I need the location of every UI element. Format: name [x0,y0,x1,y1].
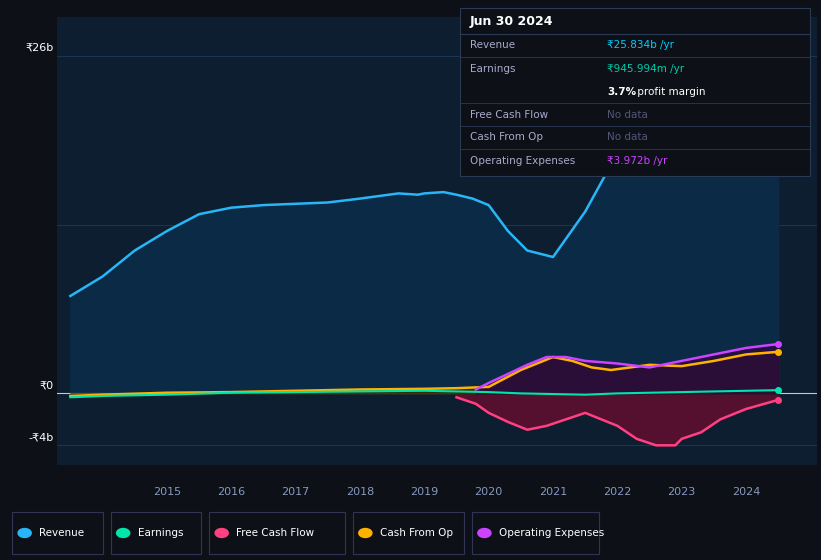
Text: 2021: 2021 [539,487,567,497]
Text: 2023: 2023 [667,487,696,497]
Text: ₹945.994m /yr: ₹945.994m /yr [607,63,684,73]
Text: 2019: 2019 [410,487,438,497]
Text: Operating Expenses: Operating Expenses [499,528,604,538]
Text: 2022: 2022 [603,487,631,497]
Text: Revenue: Revenue [470,40,515,50]
Text: 2017: 2017 [282,487,310,497]
Text: No data: No data [607,133,648,142]
Text: No data: No data [607,110,648,119]
Text: Free Cash Flow: Free Cash Flow [236,528,314,538]
Text: profit margin: profit margin [634,86,705,96]
Text: ₹25.834b /yr: ₹25.834b /yr [607,40,674,50]
Text: 2018: 2018 [346,487,374,497]
Text: -₹4b: -₹4b [28,432,53,442]
Text: Free Cash Flow: Free Cash Flow [470,110,548,119]
Text: Earnings: Earnings [470,63,516,73]
Text: 2015: 2015 [153,487,181,497]
Text: Cash From Op: Cash From Op [470,133,543,142]
Text: Jun 30 2024: Jun 30 2024 [470,15,553,27]
Text: Revenue: Revenue [39,528,85,538]
Text: Earnings: Earnings [138,528,183,538]
Text: ₹3.972b /yr: ₹3.972b /yr [607,156,667,166]
Text: 2016: 2016 [218,487,245,497]
Text: 3.7%: 3.7% [607,86,636,96]
Text: Operating Expenses: Operating Expenses [470,156,575,166]
Text: ₹0: ₹0 [39,381,53,390]
Text: ₹26b: ₹26b [25,43,53,53]
Text: 2020: 2020 [475,487,502,497]
Text: 2024: 2024 [732,487,760,497]
Text: Cash From Op: Cash From Op [380,528,453,538]
